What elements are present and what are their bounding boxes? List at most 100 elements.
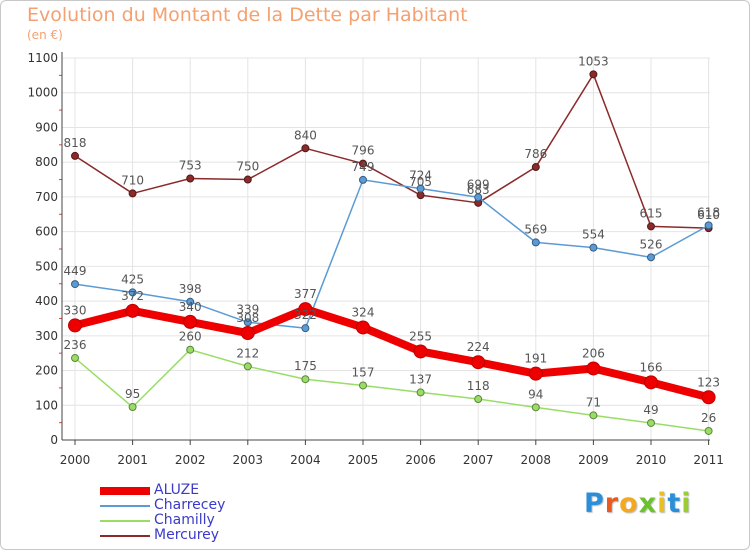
y-tick-label: 900	[35, 120, 58, 134]
x-tick-label: 2002	[175, 453, 206, 467]
data-label-chamilly: 71	[586, 395, 601, 409]
data-label-mercurey: 705	[409, 175, 432, 189]
data-point-mercurey	[359, 159, 367, 168]
x-tick-label: 2006	[405, 453, 436, 467]
y-tick-label: 600	[35, 225, 58, 239]
data-label-aluze: 224	[467, 340, 490, 354]
data-label-mercurey: 750	[236, 160, 259, 174]
legend-swatch-mercurey	[100, 535, 150, 537]
legend-label-chamilly: Chamilly	[154, 512, 215, 528]
chart-title: Evolution du Montant de la Dette par Hab…	[27, 4, 468, 26]
data-point-chamilly	[647, 418, 655, 427]
data-label-chamilly: 137	[409, 372, 432, 386]
legend-label-charrecey: Charrecey	[154, 497, 226, 513]
x-tick-label: 2005	[348, 453, 379, 467]
data-point-chamilly	[704, 426, 713, 435]
data-point-mercurey	[416, 191, 425, 200]
x-tick-label: 2011	[693, 453, 724, 467]
data-label-charrecey: 618	[697, 205, 720, 219]
data-label-mercurey: 753	[179, 159, 202, 173]
data-label-chamilly: 118	[467, 379, 490, 393]
legend-label-aluze: ALUZE	[154, 482, 200, 498]
y-tick-label: 400	[35, 294, 58, 308]
data-label-aluze: 166	[640, 360, 663, 374]
data-label-chamilly: 212	[236, 346, 259, 360]
data-label-mercurey: 840	[294, 128, 317, 142]
data-label-aluze: 255	[409, 329, 432, 343]
data-label-mercurey: 1053	[578, 54, 609, 68]
data-label-chamilly: 175	[294, 359, 317, 373]
data-point-charrecey	[359, 175, 367, 184]
data-label-mercurey: 786	[524, 147, 547, 161]
y-tick-label: 0	[50, 433, 58, 447]
series-line-charrecey	[74, 179, 710, 329]
data-point-mercurey	[128, 189, 137, 198]
data-label-chamilly: 95	[125, 387, 140, 401]
data-label-charrecey: 398	[179, 282, 202, 296]
legend-swatch-aluze	[100, 487, 150, 495]
legend-label-mercurey: Mercurey	[154, 527, 220, 543]
data-point-chamilly	[243, 362, 252, 371]
chart-unit: (en €)	[27, 28, 63, 42]
legend-swatch-chamilly	[100, 520, 150, 522]
data-label-chamilly: 236	[64, 338, 87, 352]
data-point-charrecey	[531, 238, 540, 247]
data-label-aluze: 206	[582, 346, 605, 360]
data-label-chamilly: 94	[528, 387, 543, 401]
data-label-mercurey: 796	[352, 144, 375, 158]
data-label-aluze: 340	[179, 300, 202, 314]
x-tick-label: 2010	[636, 453, 667, 467]
x-tick-label: 2009	[578, 453, 609, 467]
data-point-aluze	[68, 318, 82, 333]
data-point-aluze	[183, 314, 198, 329]
data-point-mercurey	[301, 144, 310, 153]
data-point-aluze	[528, 366, 543, 381]
data-point-chamilly	[531, 403, 540, 412]
data-point-chamilly	[186, 345, 195, 354]
data-point-charrecey	[128, 288, 137, 297]
data-point-charrecey	[301, 324, 310, 333]
data-point-charrecey	[647, 253, 655, 262]
data-point-aluze	[125, 303, 140, 318]
series-line-mercurey	[74, 73, 710, 229]
data-point-charrecey	[243, 318, 252, 327]
x-tick-label: 2000	[60, 453, 91, 467]
data-label-mercurey: 710	[121, 173, 144, 187]
data-point-aluze	[356, 320, 370, 335]
legend-swatch-charrecey	[100, 505, 150, 507]
x-tick-label: 2003	[233, 453, 264, 467]
data-point-mercurey	[71, 151, 79, 160]
data-label-charrecey: 724	[409, 169, 432, 183]
x-tick-label: 2007	[463, 453, 494, 467]
data-point-mercurey	[243, 175, 252, 184]
x-tick-label: 2001	[117, 453, 148, 467]
data-label-chamilly: 157	[352, 365, 375, 379]
data-point-mercurey	[186, 174, 195, 183]
data-point-charrecey	[416, 184, 425, 193]
data-point-aluze	[298, 302, 313, 317]
data-point-charrecey	[474, 193, 483, 202]
y-tick-label: 100	[35, 398, 58, 412]
y-tick-label: 200	[35, 364, 58, 378]
data-label-mercurey: 683	[467, 183, 490, 197]
data-label-mercurey: 610	[697, 208, 720, 222]
data-point-mercurey	[531, 163, 540, 172]
data-label-aluze: 324	[352, 305, 375, 319]
y-tick-label: 800	[35, 155, 58, 169]
data-point-charrecey	[71, 280, 79, 289]
data-point-charrecey	[589, 243, 598, 252]
data-label-aluze: 372	[121, 289, 144, 303]
data-label-mercurey: 818	[64, 136, 87, 150]
data-point-aluze	[586, 361, 601, 376]
data-point-aluze	[644, 375, 658, 390]
data-point-mercurey	[647, 222, 655, 231]
data-label-charrecey: 339	[236, 302, 259, 316]
data-point-chamilly	[128, 403, 137, 412]
data-label-charrecey: 449	[64, 264, 87, 278]
data-label-aluze: 308	[236, 311, 259, 325]
data-point-charrecey	[186, 297, 195, 306]
y-tick-label: 1100	[27, 51, 58, 65]
data-point-chamilly	[589, 411, 598, 420]
